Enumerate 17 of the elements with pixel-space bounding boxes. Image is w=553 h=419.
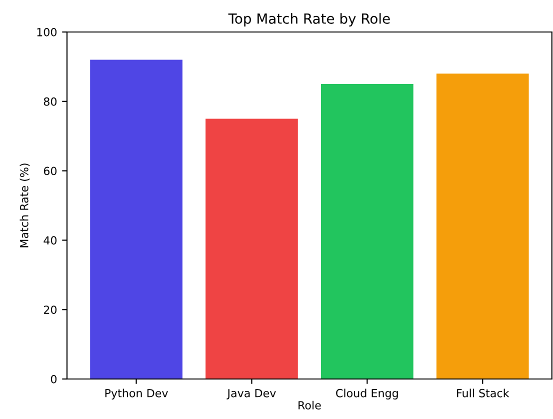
y-tick-label: 40 <box>44 236 57 245</box>
y-tick-label: 100 <box>37 28 57 36</box>
y-tick-label: 60 <box>44 166 57 176</box>
bar <box>90 60 182 379</box>
bar <box>436 74 529 379</box>
y-tick-label: 0 <box>50 374 57 384</box>
y-tick-label: 80 <box>44 97 57 106</box>
x-tick-label: Cloud Engg <box>336 388 398 400</box>
y-axis-title: Match Rate (%) <box>20 164 30 248</box>
bar <box>320 84 414 379</box>
bar <box>206 118 298 379</box>
x-tick-label: Java Dev <box>226 389 276 400</box>
chart-title: Top Match Rate by Role <box>228 13 390 27</box>
x-axis-title: Role <box>298 400 321 410</box>
y-tick-label: 20 <box>44 306 57 314</box>
x-tick-label: Python Dev <box>105 388 168 400</box>
x-tick-label: Full Stack <box>457 388 510 398</box>
